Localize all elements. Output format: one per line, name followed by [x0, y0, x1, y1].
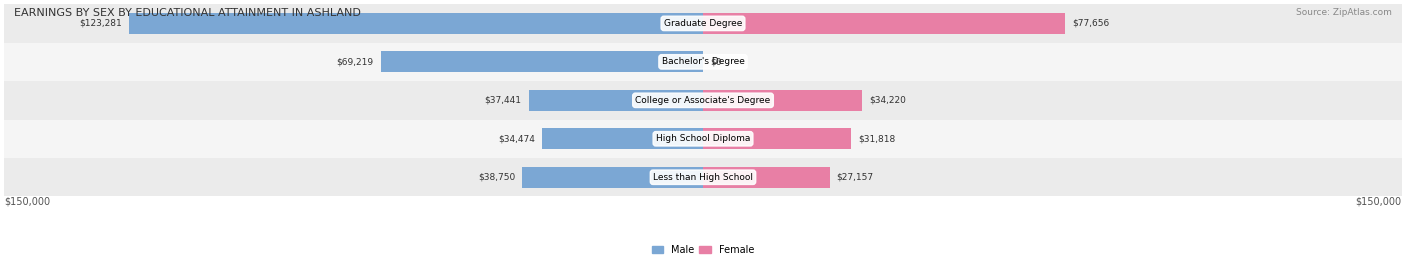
Bar [703, 13, 1064, 34]
Text: $69,219: $69,219 [336, 57, 374, 66]
Text: $31,818: $31,818 [858, 134, 896, 143]
Text: Less than High School: Less than High School [652, 173, 754, 182]
Bar [128, 13, 703, 34]
Bar [523, 167, 703, 188]
Bar [4, 81, 1402, 120]
Text: Source: ZipAtlas.com: Source: ZipAtlas.com [1296, 8, 1392, 17]
Text: $150,000: $150,000 [1355, 196, 1402, 206]
Text: EARNINGS BY SEX BY EDUCATIONAL ATTAINMENT IN ASHLAND: EARNINGS BY SEX BY EDUCATIONAL ATTAINMEN… [14, 8, 361, 18]
Bar [703, 90, 862, 111]
Legend: Male, Female: Male, Female [648, 241, 758, 259]
Bar [703, 167, 830, 188]
Text: $27,157: $27,157 [837, 173, 873, 182]
Text: $34,220: $34,220 [869, 96, 907, 105]
Text: High School Diploma: High School Diploma [655, 134, 751, 143]
Text: $34,474: $34,474 [499, 134, 536, 143]
Bar [4, 43, 1402, 81]
Bar [529, 90, 703, 111]
Text: College or Associate's Degree: College or Associate's Degree [636, 96, 770, 105]
Text: $37,441: $37,441 [485, 96, 522, 105]
Text: $123,281: $123,281 [79, 19, 122, 28]
Text: $150,000: $150,000 [4, 196, 51, 206]
Bar [4, 158, 1402, 196]
Text: $38,750: $38,750 [478, 173, 516, 182]
Bar [703, 128, 851, 149]
Bar [4, 4, 1402, 43]
Bar [4, 120, 1402, 158]
Bar [381, 51, 703, 72]
Text: $0: $0 [710, 57, 721, 66]
Text: $77,656: $77,656 [1071, 19, 1109, 28]
Text: Bachelor's Degree: Bachelor's Degree [662, 57, 744, 66]
Text: Graduate Degree: Graduate Degree [664, 19, 742, 28]
Bar [543, 128, 703, 149]
